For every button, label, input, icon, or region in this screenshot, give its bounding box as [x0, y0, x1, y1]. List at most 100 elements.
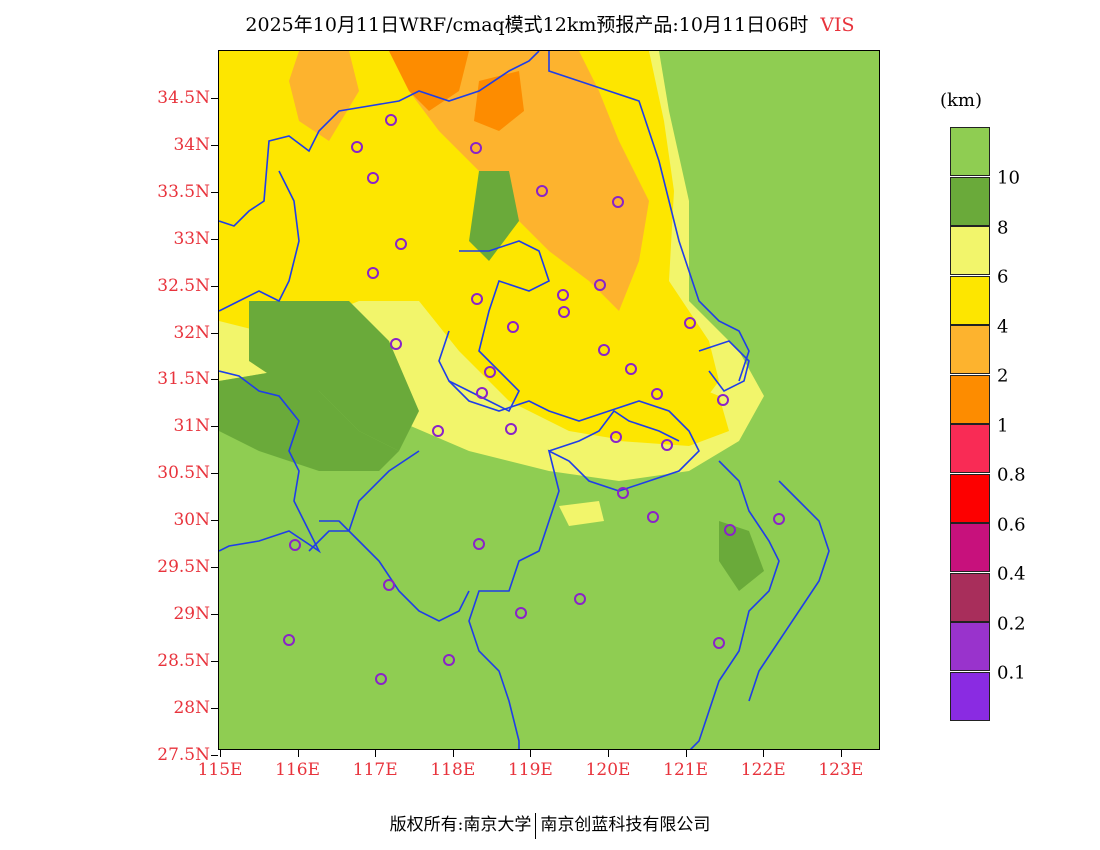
station-marker: [515, 607, 527, 619]
lat-tick: [211, 707, 218, 709]
lon-tick-label: 118E: [430, 760, 476, 780]
lat-tick: [211, 332, 218, 334]
lat-tick-label: 29N: [173, 603, 210, 624]
lat-tick-label: 28N: [173, 697, 210, 718]
legend-label: 0.6: [997, 514, 1026, 535]
station-marker: [625, 363, 637, 375]
vis-2-4-region: [389, 51, 649, 311]
footer-credit: 版权所有:南京大学 南京创蓝科技有限公司: [0, 810, 1100, 839]
legend-label: 10: [997, 167, 1020, 189]
lon-tick: [452, 750, 454, 757]
lon-tick: [763, 750, 765, 757]
station-marker: [375, 673, 387, 685]
legend-swatch: [950, 424, 990, 473]
station-marker: [471, 293, 483, 305]
station-marker: [713, 637, 725, 649]
lat-tick: [211, 379, 218, 381]
lon-tick: [530, 750, 532, 757]
title-text: 2025年10月11日WRF/cmaq模式12km预报产品:10月11日06时: [245, 14, 809, 36]
station-marker: [383, 579, 395, 591]
lat-tick: [211, 426, 218, 428]
legend-swatch: [950, 572, 990, 622]
station-marker: [432, 425, 444, 437]
station-marker: [558, 306, 570, 318]
legend-swatch: [950, 671, 990, 721]
legend-label: 4: [997, 316, 1009, 337]
legend-swatch: [950, 374, 990, 424]
station-marker: [351, 141, 363, 153]
visibility-field: [219, 51, 879, 749]
lon-tick: [220, 750, 221, 757]
station-marker: [283, 634, 295, 646]
legend-swatch: [950, 473, 990, 523]
legend-label: 6: [997, 266, 1009, 288]
station-marker: [505, 423, 517, 435]
vis-8-10-patch-1: [249, 301, 419, 451]
lat-tick-label: 27.5N: [157, 744, 210, 765]
footer-right: 南京创蓝科技有限公司: [540, 815, 711, 835]
station-marker: [773, 513, 785, 525]
lat-tick: [211, 98, 218, 99]
lat-tick: [211, 191, 218, 193]
station-marker: [367, 267, 379, 279]
station-marker: [507, 321, 519, 333]
variable-label: VIS: [820, 14, 855, 36]
station-marker: [724, 524, 736, 536]
vis-8-10-patch-4: [719, 521, 764, 591]
lat-tick-label: 29.5N: [157, 557, 210, 577]
lon-tick: [375, 750, 377, 757]
legend-unit: (km): [940, 90, 983, 111]
station-marker: [612, 196, 624, 208]
lon-tick-label: 115E: [197, 760, 243, 780]
station-marker: [390, 338, 402, 350]
map-title: 2025年10月11日WRF/cmaq模式12km预报产品:10月11日06时 V…: [0, 10, 1100, 37]
lon-tick-label: 117E: [352, 760, 398, 780]
station-marker: [617, 487, 629, 499]
lat-tick-label: 31.5N: [157, 369, 210, 390]
vis-2-4-region-west: [289, 51, 359, 141]
legend-label: 8: [997, 217, 1009, 238]
lon-tick: [297, 750, 299, 757]
station-marker: [536, 185, 548, 197]
lat-tick-label: 34.5N: [157, 88, 210, 108]
lat-tick: [211, 520, 218, 522]
footer-separator: [535, 812, 537, 839]
legend-swatch: [950, 275, 990, 325]
vis-6-8-patch-south: [559, 501, 604, 526]
station-marker: [594, 279, 606, 291]
lon-tick: [608, 750, 609, 757]
lat-tick-label: 34N: [173, 134, 210, 155]
legend-label: 0.4: [997, 563, 1026, 585]
lat-tick: [211, 473, 218, 475]
station-markers: [283, 114, 785, 685]
station-marker: [647, 511, 659, 523]
station-marker: [598, 344, 610, 356]
lat-tick-label: 32N: [173, 322, 210, 343]
station-marker: [470, 142, 482, 154]
lon-tick-label: 123E: [818, 760, 864, 780]
station-marker: [684, 317, 696, 329]
station-marker: [610, 431, 622, 443]
legend-swatch: [950, 127, 990, 176]
lat-tick-label: 32.5N: [157, 275, 210, 296]
station-marker: [717, 394, 729, 406]
station-marker: [484, 366, 496, 378]
lat-tick: [211, 238, 218, 240]
lat-tick-label: 33N: [173, 228, 210, 249]
lat-tick: [211, 285, 218, 287]
lat-tick: [211, 144, 218, 146]
vis-1-2-region: [389, 51, 469, 111]
legend-label: 0.8: [997, 464, 1026, 486]
legend-swatch: [950, 176, 990, 226]
station-marker: [476, 387, 488, 399]
lat-tick-label: 31N: [173, 416, 210, 437]
lon-tick: [840, 750, 842, 757]
visibility-map: [218, 50, 880, 750]
footer-left: 版权所有:南京大学: [389, 815, 532, 835]
station-marker: [443, 654, 455, 666]
station-marker: [395, 238, 407, 250]
lat-tick: [211, 567, 218, 568]
vis-8-10-patch-3: [219, 371, 399, 471]
lat-tick-label: 28.5N: [157, 650, 210, 671]
legend-label: 0.2: [997, 613, 1026, 634]
